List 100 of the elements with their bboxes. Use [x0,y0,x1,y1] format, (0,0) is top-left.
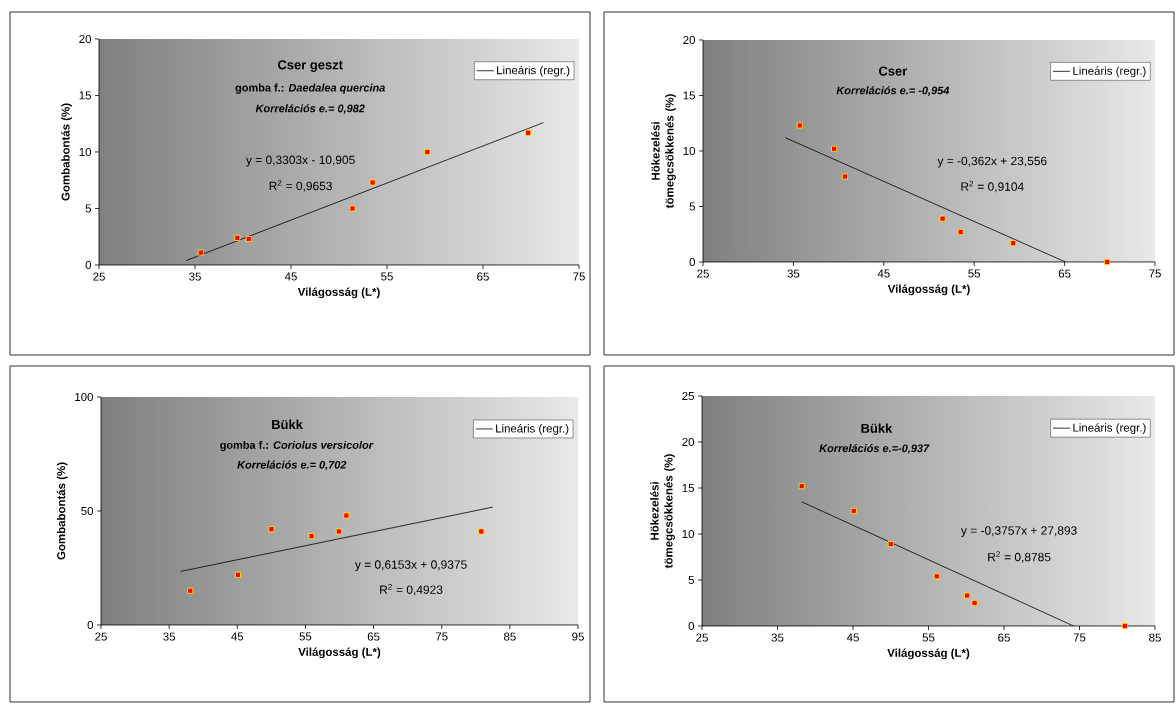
x-axis-title: Világosság (L*) [887,648,970,660]
point [335,528,342,535]
y-tick-label: 50 [81,506,94,516]
x-tick-label: 65 [367,632,380,641]
point [933,573,940,580]
x-tick-label: 45 [231,632,244,641]
y-tick-label: 100 [75,392,94,402]
text: Bükk [861,423,893,433]
annotation: y = 0,6153x + 0,9375 [354,560,467,572]
x-tick-label: 95 [572,632,584,641]
x-axis-title: Világosság (L*) [298,647,381,659]
x-tick-label: 55 [968,269,981,278]
annotation: y = 0,3303x - 10,905 [245,155,355,167]
x-tick-label: 35 [189,272,201,281]
annotation: Korrelációs e.= -0,954 [836,86,950,96]
y-axis-title: Hökezelési tömegcsökkenés (%) [651,94,676,209]
x-tick-label: 45 [284,272,297,281]
x-tick-label: 85 [503,632,516,641]
point [1121,622,1128,629]
point [796,122,803,129]
y-tick-label: 0 [688,621,695,631]
point [1104,258,1111,265]
point [234,234,241,241]
point [234,571,241,578]
x-tick-label: 25 [696,633,708,642]
y-tick-label: 20 [79,34,92,44]
y-tick-label: 5 [688,575,695,584]
point [197,249,204,256]
annotation: Korrelációs e.=-0,937 [819,444,930,454]
point [349,205,356,212]
text: Cser geszt [277,60,343,72]
y-axis-title: Gombabontás (%) [61,103,72,201]
y-axis-title: Hökezelési tömegcsökkenés (%) [650,454,675,569]
point [478,528,485,535]
point [1010,240,1017,247]
point [831,145,838,152]
point [887,541,894,548]
point [798,483,805,490]
annotation: R$^{2}$ = 0,8785 [988,551,1051,563]
point [957,229,964,236]
point [971,599,978,606]
x-tick-label: 45 [846,633,859,642]
point [964,592,971,599]
x-tick-label: 25 [697,269,709,278]
x-tick-label: 35 [771,633,784,642]
point [939,215,946,222]
annotation: y = -0,362x + 23,556 [937,156,1047,168]
x-tick-label: 55 [381,272,393,281]
x-tick-label: 75 [1073,633,1086,642]
y-tick-label: 5 [85,204,92,213]
point [850,507,857,514]
x-tick-label: 25 [93,272,105,281]
y-tick-label: 15 [682,483,695,492]
x-tick-label: 75 [573,272,585,281]
x-tick-label: 65 [1058,269,1071,278]
legend-label: Lineáris (regr.) [1073,423,1146,434]
x-tick-label: 45 [877,269,890,278]
x-tick-label: 25 [95,632,107,641]
x-tick-label: 75 [435,632,448,641]
annotation: Korrelációs e.= 0,982 [255,104,365,114]
legend-label: Lineáris (regr.) [1073,66,1146,78]
y-tick-label: 10 [683,146,696,156]
y-tick-label: 15 [79,91,92,100]
x-tick-label: 55 [922,633,935,642]
x-tick-label: 55 [299,632,312,641]
y-tick-label: 20 [682,437,695,447]
point [369,179,376,186]
text: Cser [878,66,908,76]
x-axis-title: Világosság (L*) [297,287,380,299]
y-tick-label: 10 [79,147,92,157]
annotation: Korrelációs e.= 0,702 [237,460,347,471]
text: gomba f.: Daedalea quercina [235,83,385,94]
annotation: R$^{2}$ = 0,4923 [380,583,443,596]
annotation: R$^{2}$ = 0,9104 [961,180,1024,193]
point [343,512,350,519]
y-axis-title: Gombabontás (%) [56,462,68,560]
y-tick-label: 10 [682,529,695,539]
point [187,587,194,594]
x-tick-label: 35 [787,269,800,278]
x-tick-label: 65 [998,633,1010,642]
x-tick-label: 85 [1149,633,1161,642]
y-tick-label: 15 [683,91,696,100]
legend-label: Lineáris (regr.) [497,65,570,77]
legend-label: Lineáris (regr.) [496,423,569,435]
x-tick-label: 75 [1149,269,1161,278]
point [245,235,252,242]
y-tick-label: 0 [87,620,94,630]
y-tick-label: 20 [683,35,696,45]
y-tick-label: 0 [689,257,696,267]
point [308,533,315,540]
text: gomba f.: Coriolus versicolor [220,440,374,452]
y-tick-label: 0 [85,260,92,270]
y-tick-label: 5 [689,202,696,211]
point [525,129,532,136]
x-tick-label: 65 [477,272,489,281]
y-tick-label: 25 [682,391,695,401]
annotation: y = -0,3757x + 27,893 [960,526,1077,538]
point [268,526,275,533]
point [841,173,848,180]
point [424,148,431,155]
